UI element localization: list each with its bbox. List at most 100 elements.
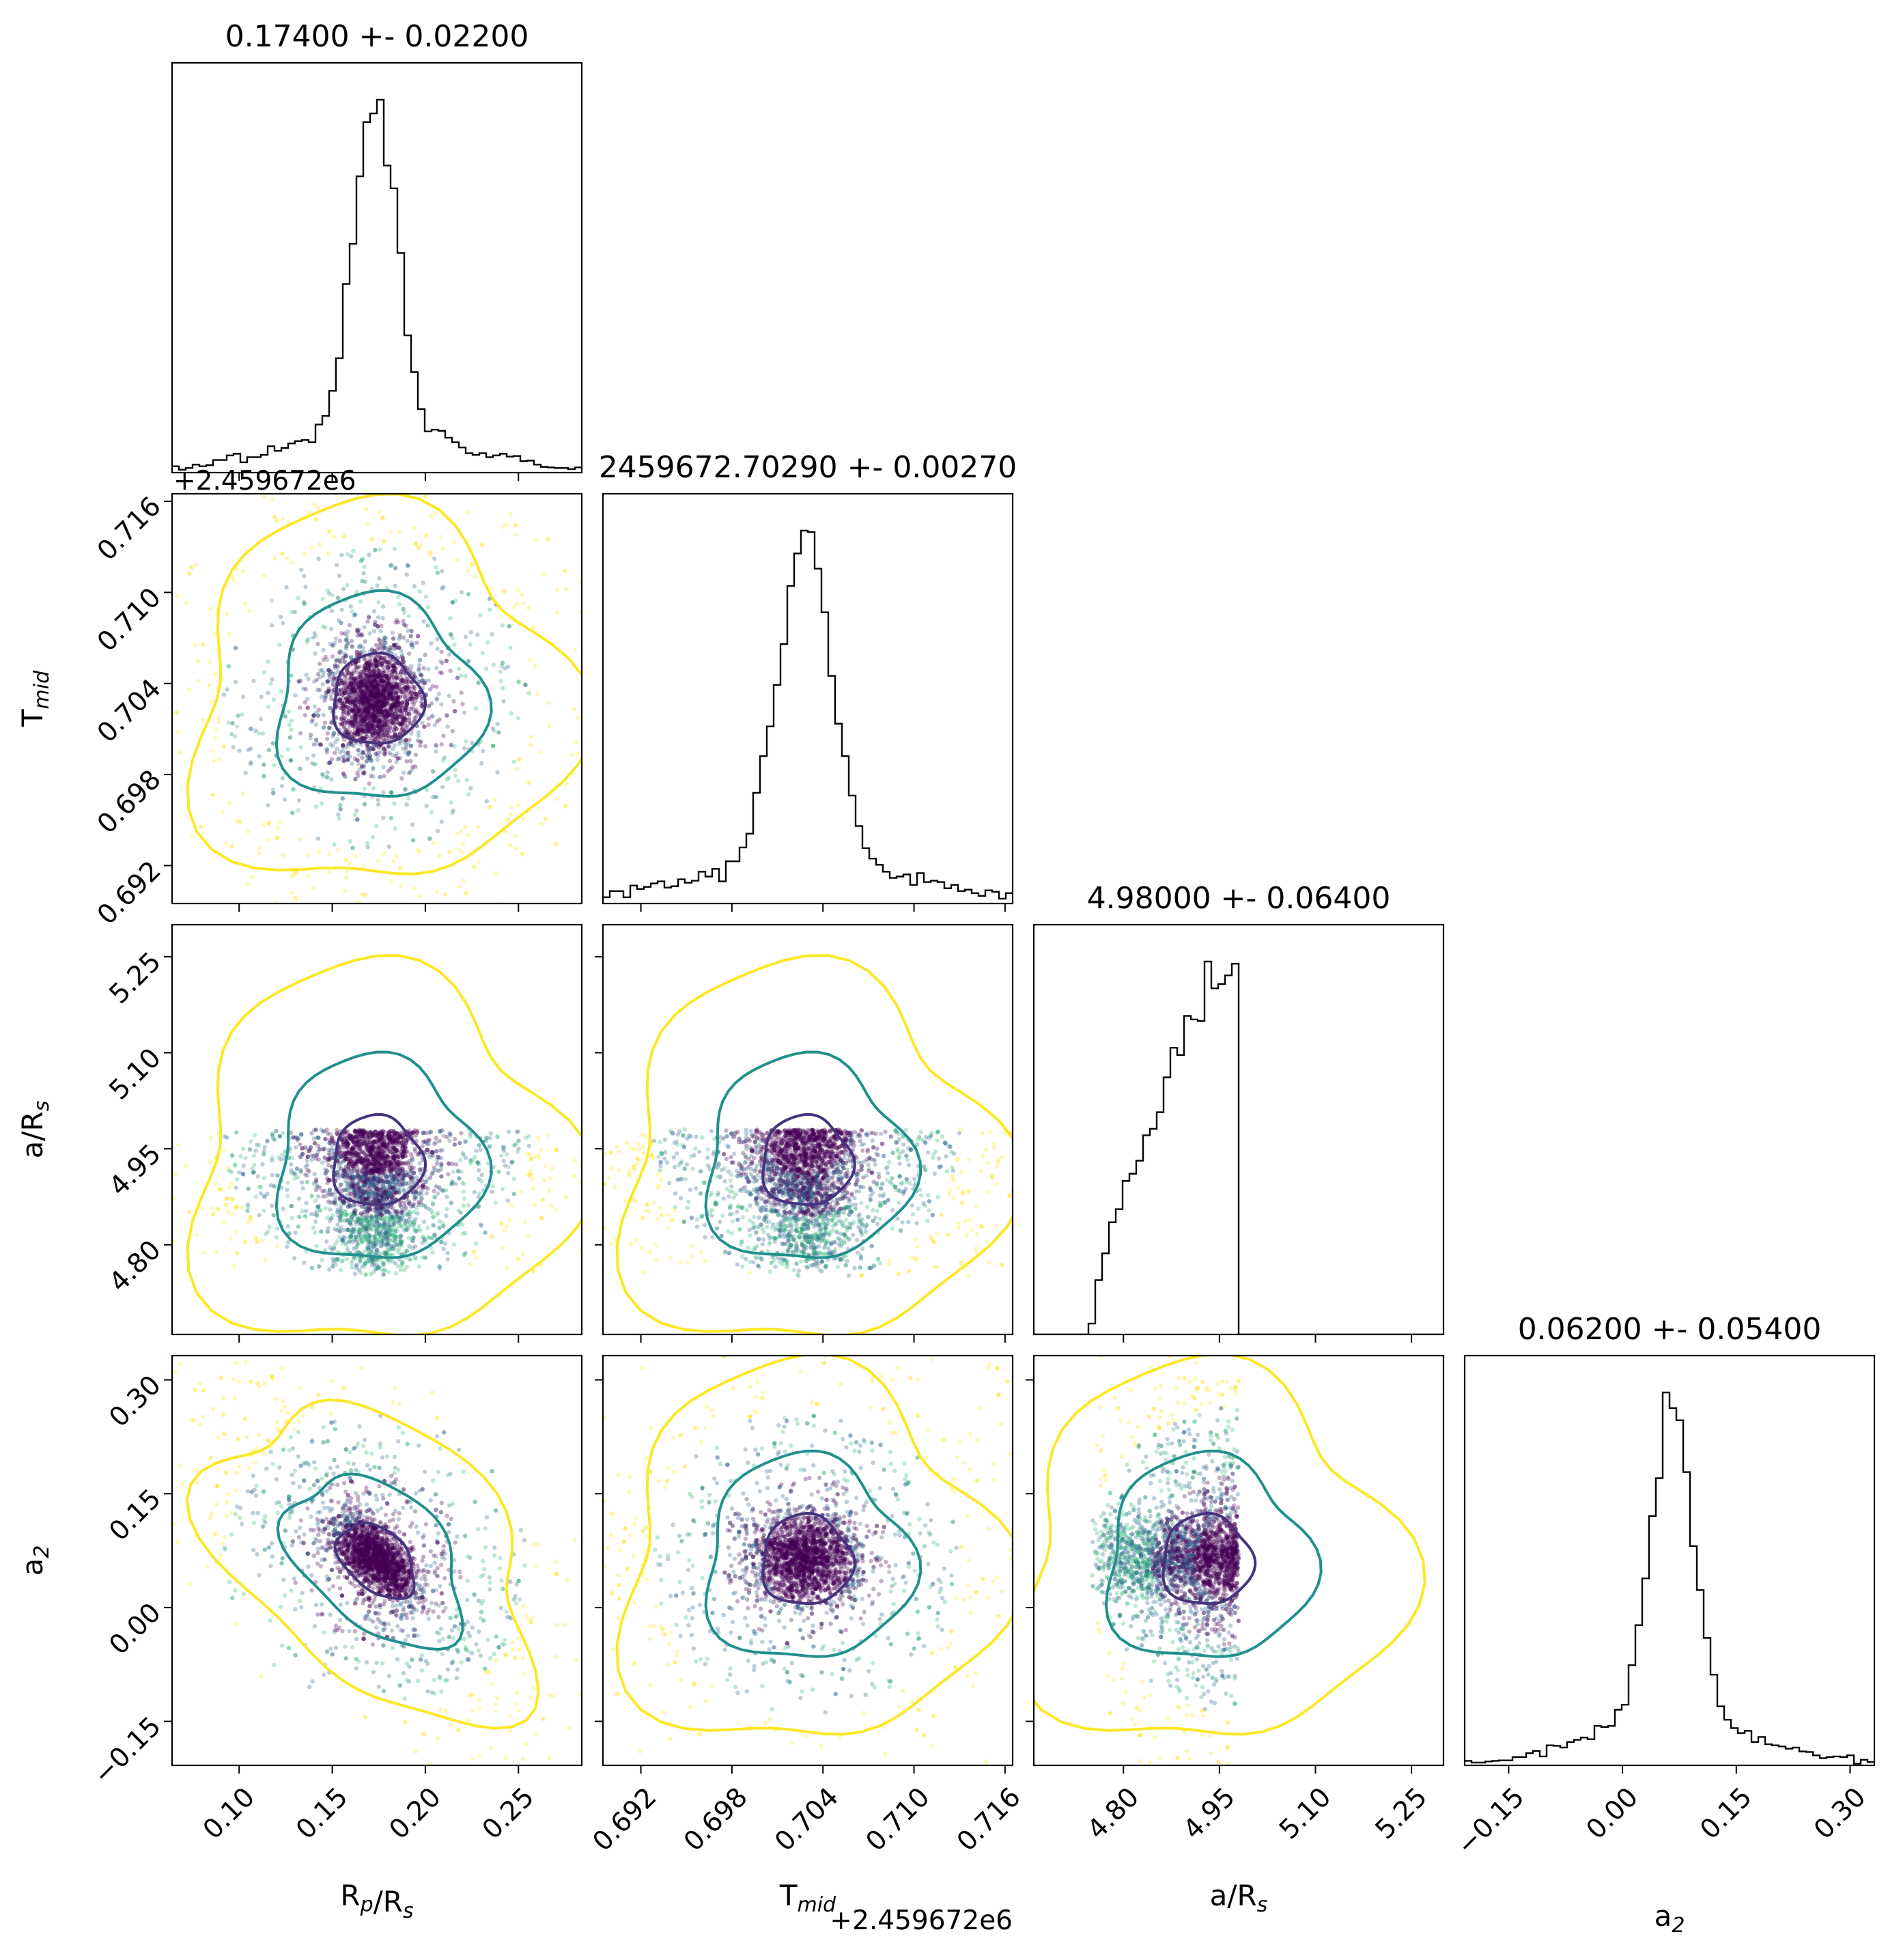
sample-point: [393, 669, 397, 673]
sample-point: [305, 510, 311, 515]
sample-point: [414, 695, 419, 699]
sample-point: [329, 626, 334, 632]
sample-point: [391, 685, 395, 690]
sample-point: [460, 841, 465, 846]
sample-point: [417, 1151, 421, 1157]
sample-point: [327, 760, 333, 765]
sample-point: [297, 837, 302, 842]
sample-point: [346, 671, 351, 676]
sample-point: [381, 697, 386, 703]
sample-point: [396, 594, 401, 600]
sample-point: [358, 680, 363, 685]
sample-point: [475, 680, 481, 685]
sample-point: [376, 673, 381, 677]
sample-point: [346, 681, 350, 686]
sample-point: [452, 642, 457, 647]
sample-point: [229, 732, 234, 737]
sample-point: [430, 684, 435, 689]
sample-point: [505, 1198, 511, 1203]
sample-point: [408, 743, 414, 748]
sample-point: [361, 749, 365, 755]
sample-point: [355, 728, 361, 733]
sample-point: [410, 643, 414, 647]
sample-point: [395, 703, 401, 708]
sample-point: [381, 851, 386, 856]
sample-point: [437, 717, 442, 722]
sample-point: [523, 682, 528, 687]
sample-point: [304, 1201, 309, 1205]
sample-point: [434, 565, 438, 570]
sample-point: [338, 434, 342, 438]
sample-point: [400, 677, 405, 683]
sample-point: [311, 1225, 315, 1230]
sample-point: [389, 705, 395, 710]
sample-point: [224, 1196, 229, 1201]
sample-point: [355, 729, 360, 734]
sample-point: [353, 697, 358, 701]
sample-point: [342, 672, 347, 677]
sample-point: [421, 681, 425, 686]
sample-point: [400, 723, 405, 728]
sample-point: [585, 563, 589, 568]
sample-point: [367, 753, 373, 758]
sample-point: [325, 658, 330, 662]
sample-point: [404, 705, 409, 710]
sample-point: [356, 684, 361, 689]
sample-point: [369, 705, 374, 710]
sample-point: [365, 734, 369, 739]
sample-point: [407, 770, 412, 776]
sample-point: [496, 730, 501, 735]
sample-point: [361, 669, 367, 675]
sample-point: [397, 688, 402, 694]
sample-point: [380, 697, 386, 702]
sample-point: [404, 686, 409, 692]
sample-point: [351, 684, 356, 688]
sample-point: [245, 882, 251, 887]
sample-point: [416, 712, 421, 716]
sample-point: [381, 670, 386, 675]
sample-point: [375, 717, 380, 722]
sample-point: [241, 1147, 246, 1151]
sample-point: [447, 850, 452, 855]
sample-point: [421, 580, 425, 585]
sample-point: [241, 695, 246, 699]
sample-point: [362, 725, 367, 731]
sample-point: [466, 1203, 471, 1208]
sample-point: [385, 712, 391, 718]
sample-point: [352, 694, 356, 699]
sample-point: [356, 773, 361, 779]
sample-point: [320, 596, 325, 601]
sample-point: [361, 712, 367, 718]
sample-point: [332, 677, 337, 682]
sample-point: [214, 1249, 219, 1255]
sample-point: [364, 697, 369, 702]
sample-point: [365, 713, 370, 718]
sample-point: [456, 666, 462, 671]
sample-point: [475, 824, 480, 829]
sample-point: [391, 664, 396, 669]
sample-point: [382, 645, 387, 651]
sample-point: [226, 720, 231, 725]
sample-point: [349, 720, 354, 725]
sample-point: [373, 674, 378, 680]
sample-point: [344, 727, 349, 733]
histogram-panel-a2: 0.06200 +- 0.05400: [1463, 1312, 1876, 1767]
sample-point: [391, 663, 397, 668]
sample-point: [387, 692, 392, 697]
sample-point: [216, 720, 221, 725]
sample-point: [246, 829, 251, 834]
sample-point: [380, 616, 385, 621]
sample-point: [208, 606, 213, 611]
sample-point: [266, 837, 272, 842]
sample-point: [257, 1184, 262, 1190]
sample-point: [378, 691, 383, 697]
sample-point: [401, 635, 406, 640]
sample-point: [404, 723, 408, 728]
sample-point: [353, 776, 358, 781]
sample-point: [352, 713, 357, 718]
sample-point: [381, 670, 386, 675]
sample-point: [578, 611, 582, 615]
sample-point: [364, 707, 369, 712]
sample-point: [350, 685, 354, 690]
sample-point: [278, 820, 283, 825]
